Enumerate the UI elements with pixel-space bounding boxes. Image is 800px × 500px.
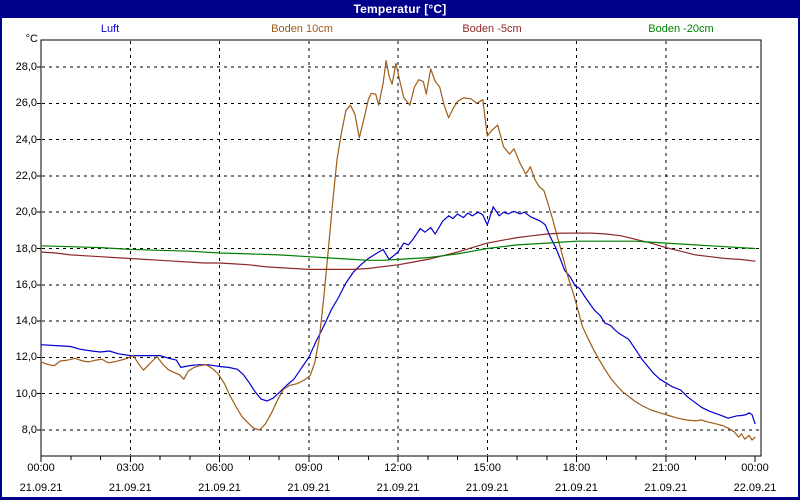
y-axis-label: 28,0 xyxy=(15,61,37,73)
y-axis-label: 10,0 xyxy=(15,387,37,400)
series-line-boden20 xyxy=(40,240,756,261)
legend-item-boden-20cm: Boden -20cm xyxy=(648,23,714,35)
x-axis-time-label: 15:00 xyxy=(473,462,502,474)
x-axis-date-label: 21.09.21 xyxy=(287,482,331,494)
legend-item-boden-5cm: Boden -5cm xyxy=(462,23,522,35)
y-axis-label: 26,0 xyxy=(15,97,37,110)
x-axis-date-label: 21.09.21 xyxy=(465,482,509,494)
series-line-boden5 xyxy=(40,232,756,270)
y-axis-label: 20,0 xyxy=(15,206,37,219)
x-axis-time-label: 18:00 xyxy=(562,462,591,474)
y-axis-label: 24,0 xyxy=(15,133,37,146)
y-axis-label: 8,0 xyxy=(21,424,37,436)
chart-title: Temperatur [°C] xyxy=(353,2,447,16)
legend-item-luft: Luft xyxy=(100,23,120,35)
x-axis-date-label: 21.09.21 xyxy=(198,482,241,494)
legend-item-boden-10cm: Boden 10cm xyxy=(271,23,333,35)
series-line-boden10 xyxy=(40,59,756,441)
x-axis-time-label: 12:00 xyxy=(384,462,412,474)
x-axis-date-label: 21.09.21 xyxy=(108,482,152,494)
x-axis-time-label: 09:00 xyxy=(294,462,323,474)
y-axis-unit-label: °C xyxy=(25,33,38,45)
x-axis-time-label: 21:00 xyxy=(651,462,680,474)
x-axis-date-label: 21.09.21 xyxy=(19,482,63,494)
x-axis-time-label: 00:00 xyxy=(741,462,769,474)
x-axis-time-label: 00:00 xyxy=(27,462,55,474)
title-bar: Temperatur [°C] xyxy=(0,0,800,18)
y-axis-label: 18,0 xyxy=(15,242,37,255)
x-axis-date-label: 21.09.21 xyxy=(644,482,688,494)
series-line-luft xyxy=(40,206,756,425)
x-axis-date-label: 21.09.21 xyxy=(555,482,598,494)
x-axis-date-label: 22.09.21 xyxy=(733,482,777,494)
y-axis-label: 14,0 xyxy=(15,315,37,328)
y-axis-label: 16,0 xyxy=(15,278,37,291)
y-axis-label: 22,0 xyxy=(15,169,37,182)
x-axis-time-label: 06:00 xyxy=(205,462,234,474)
x-axis-date-label: 21.09.21 xyxy=(376,482,420,494)
y-axis-label: 12,0 xyxy=(15,351,37,364)
x-axis-time-label: 03:00 xyxy=(116,462,145,474)
